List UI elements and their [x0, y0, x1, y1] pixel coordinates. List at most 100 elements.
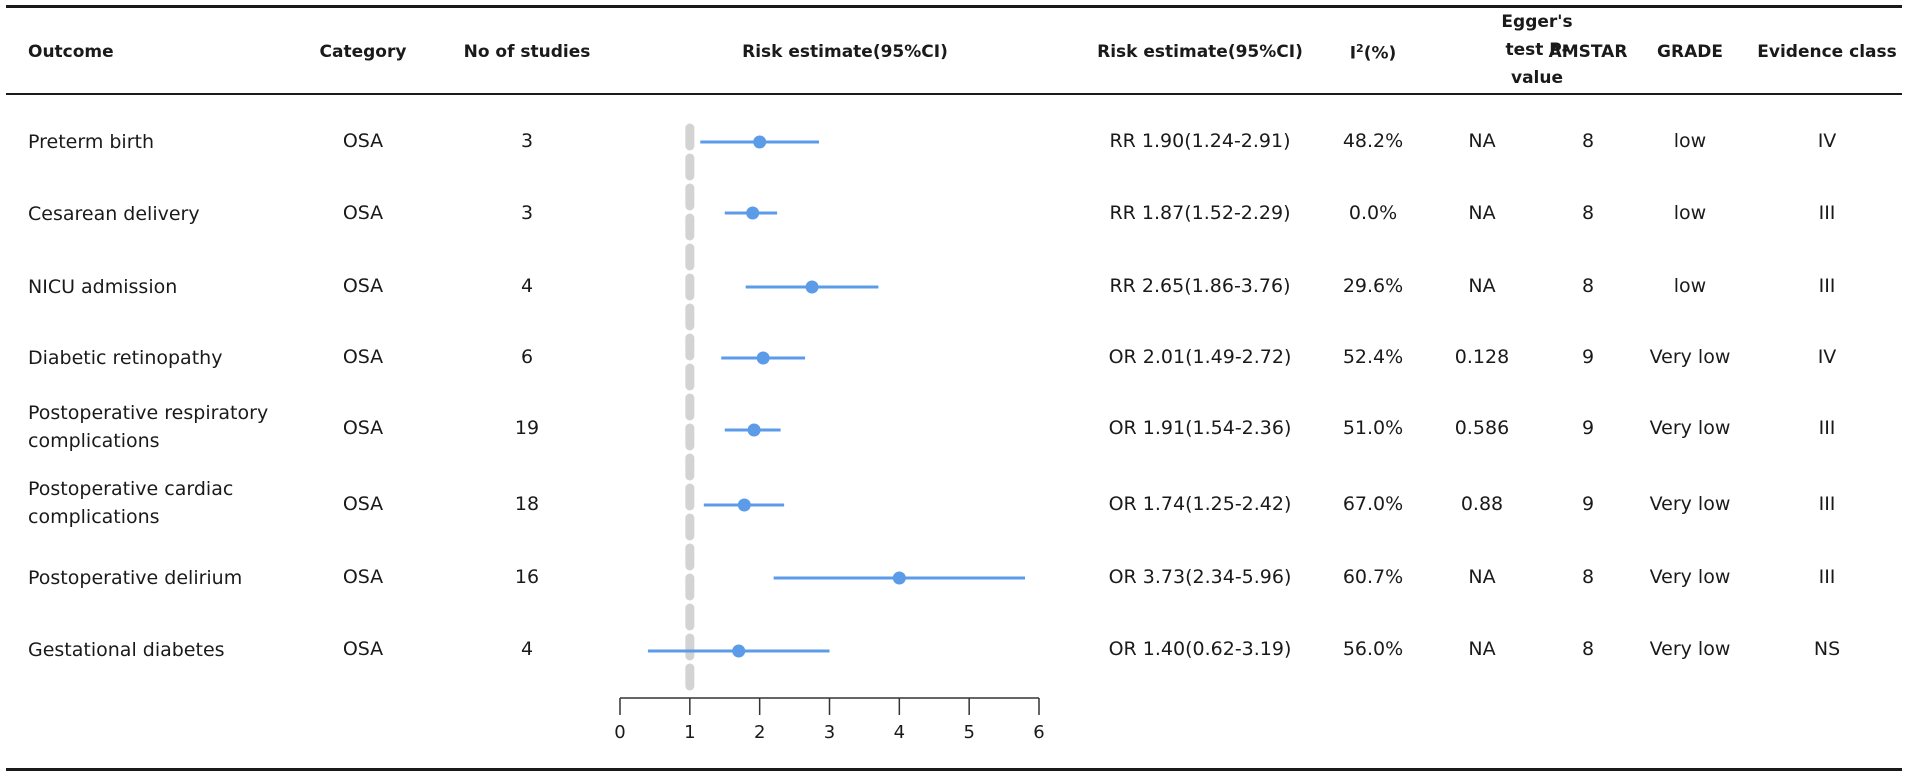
header-rule	[6, 93, 1902, 95]
amstar-cell: 8	[1581, 275, 1595, 297]
studies-cell: 19	[514, 417, 540, 439]
category-cell: OSA	[342, 275, 384, 297]
studies-cell: 3	[520, 130, 534, 152]
i2-cell: 52.4%	[1342, 346, 1404, 368]
evidence-cell: III	[1818, 275, 1836, 297]
i2-base: I	[1349, 43, 1357, 64]
category-cell: OSA	[342, 130, 384, 152]
point-estimate	[756, 351, 770, 365]
grade-cell: Very low	[1649, 638, 1731, 660]
egger-cell: 0.88	[1460, 493, 1504, 515]
amstar-cell: 9	[1581, 417, 1595, 439]
outcome-label: Diabetic retinopathy	[28, 347, 223, 369]
studies-cell: 16	[514, 566, 540, 588]
amstar-cell: 8	[1581, 202, 1595, 224]
x-tick-label: 0	[614, 722, 625, 743]
category-cell: OSA	[342, 417, 384, 439]
amstar-cell: 8	[1581, 130, 1595, 152]
outcome-label: NICU admission	[28, 276, 178, 298]
outcome-label: Postoperative respiratory complications	[28, 402, 269, 452]
i2-cell: 48.2%	[1342, 130, 1404, 152]
outcome-label: Preterm birth	[28, 131, 155, 153]
i2-cell: 56.0%	[1342, 638, 1404, 660]
estimate-cell: OR 2.01(1.49-2.72)	[1108, 346, 1292, 368]
category-cell: OSA	[342, 346, 384, 368]
egger-cell: NA	[1468, 638, 1496, 660]
amstar-cell: 9	[1581, 493, 1595, 515]
x-tick-label: 2	[754, 722, 765, 743]
point-estimate	[805, 280, 819, 294]
grade-cell: Very low	[1649, 417, 1731, 439]
estimate-cell: RR 1.87(1.52-2.29)	[1109, 202, 1291, 224]
evidence-cell: IV	[1817, 346, 1837, 368]
egger-cell: NA	[1468, 275, 1496, 297]
category-cell: OSA	[342, 566, 384, 588]
i2-cell: 60.7%	[1342, 566, 1404, 588]
grade-cell: low	[1673, 275, 1707, 297]
outcome-label: Postoperative cardiac complications	[28, 478, 234, 528]
estimate-cell: OR 1.40(0.62-3.19)	[1108, 638, 1292, 660]
header-egger: Egger's test P- value	[1482, 8, 1592, 92]
point-estimate	[747, 423, 761, 437]
egger-line-1: Egger's	[1501, 12, 1573, 32]
estimate-cell: OR 1.74(1.25-2.42)	[1108, 493, 1292, 515]
header-category: Category	[319, 42, 407, 62]
evidence-cell: III	[1818, 417, 1836, 439]
point-estimate	[892, 571, 906, 585]
i2-cell: 51.0%	[1342, 417, 1404, 439]
header-amstar: AMSTAR	[1548, 42, 1628, 62]
studies-cell: 4	[520, 275, 534, 297]
point-estimate	[753, 135, 767, 149]
amstar-cell: 8	[1581, 566, 1595, 588]
egger-cell: NA	[1468, 566, 1496, 588]
outcome-label: Cesarean delivery	[28, 203, 200, 225]
point-estimate	[737, 498, 751, 512]
category-cell: OSA	[342, 202, 384, 224]
amstar-cell: 9	[1581, 346, 1595, 368]
egger-cell: NA	[1468, 130, 1496, 152]
amstar-cell: 8	[1581, 638, 1595, 660]
point-estimate	[732, 644, 746, 658]
evidence-cell: III	[1818, 493, 1836, 515]
x-tick-label: 4	[894, 722, 905, 743]
egger-cell: NA	[1468, 202, 1496, 224]
studies-cell: 3	[520, 202, 534, 224]
grade-cell: Very low	[1649, 566, 1731, 588]
x-tick-label: 5	[963, 722, 974, 743]
outcome-label: Postoperative delirium	[28, 567, 243, 589]
studies-cell: 6	[520, 346, 534, 368]
header-i2: I2(%)	[1350, 42, 1397, 64]
x-tick-label: 3	[824, 722, 835, 743]
evidence-cell: IV	[1817, 130, 1837, 152]
i2-cell: 67.0%	[1342, 493, 1404, 515]
header-risk-estimate: Risk estimate(95%CI)	[1097, 42, 1303, 62]
estimate-cell: RR 1.90(1.24-2.91)	[1109, 130, 1291, 152]
i2-cell: 0.0%	[1348, 202, 1398, 224]
x-tick-label: 6	[1033, 722, 1044, 743]
i2-superscript: 2	[1356, 42, 1364, 55]
egger-line-2: test P-	[1505, 40, 1569, 60]
grade-cell: low	[1673, 202, 1707, 224]
top-rule	[6, 5, 1902, 8]
header-evidence-class: Evidence class	[1757, 42, 1897, 62]
bottom-rule	[6, 768, 1902, 771]
category-cell: OSA	[342, 638, 384, 660]
estimate-cell: OR 3.73(2.34-5.96)	[1108, 566, 1292, 588]
studies-cell: 18	[514, 493, 540, 515]
category-cell: OSA	[342, 493, 384, 515]
evidence-cell: III	[1818, 566, 1836, 588]
evidence-cell: III	[1818, 202, 1836, 224]
grade-cell: Very low	[1649, 493, 1731, 515]
point-estimate	[746, 206, 760, 220]
egger-line-3: value	[1510, 68, 1563, 88]
grade-cell: Very low	[1649, 346, 1731, 368]
x-tick-label: 1	[684, 722, 695, 743]
estimate-cell: RR 2.65(1.86-3.76)	[1109, 275, 1291, 297]
egger-cell: 0.128	[1454, 346, 1510, 368]
estimate-cell: OR 1.91(1.54-2.36)	[1108, 417, 1292, 439]
header-outcome: Outcome	[28, 42, 114, 62]
header-no-of-studies: No of studies	[463, 42, 591, 62]
studies-cell: 4	[520, 638, 534, 660]
outcome-label: Gestational diabetes	[28, 639, 225, 661]
